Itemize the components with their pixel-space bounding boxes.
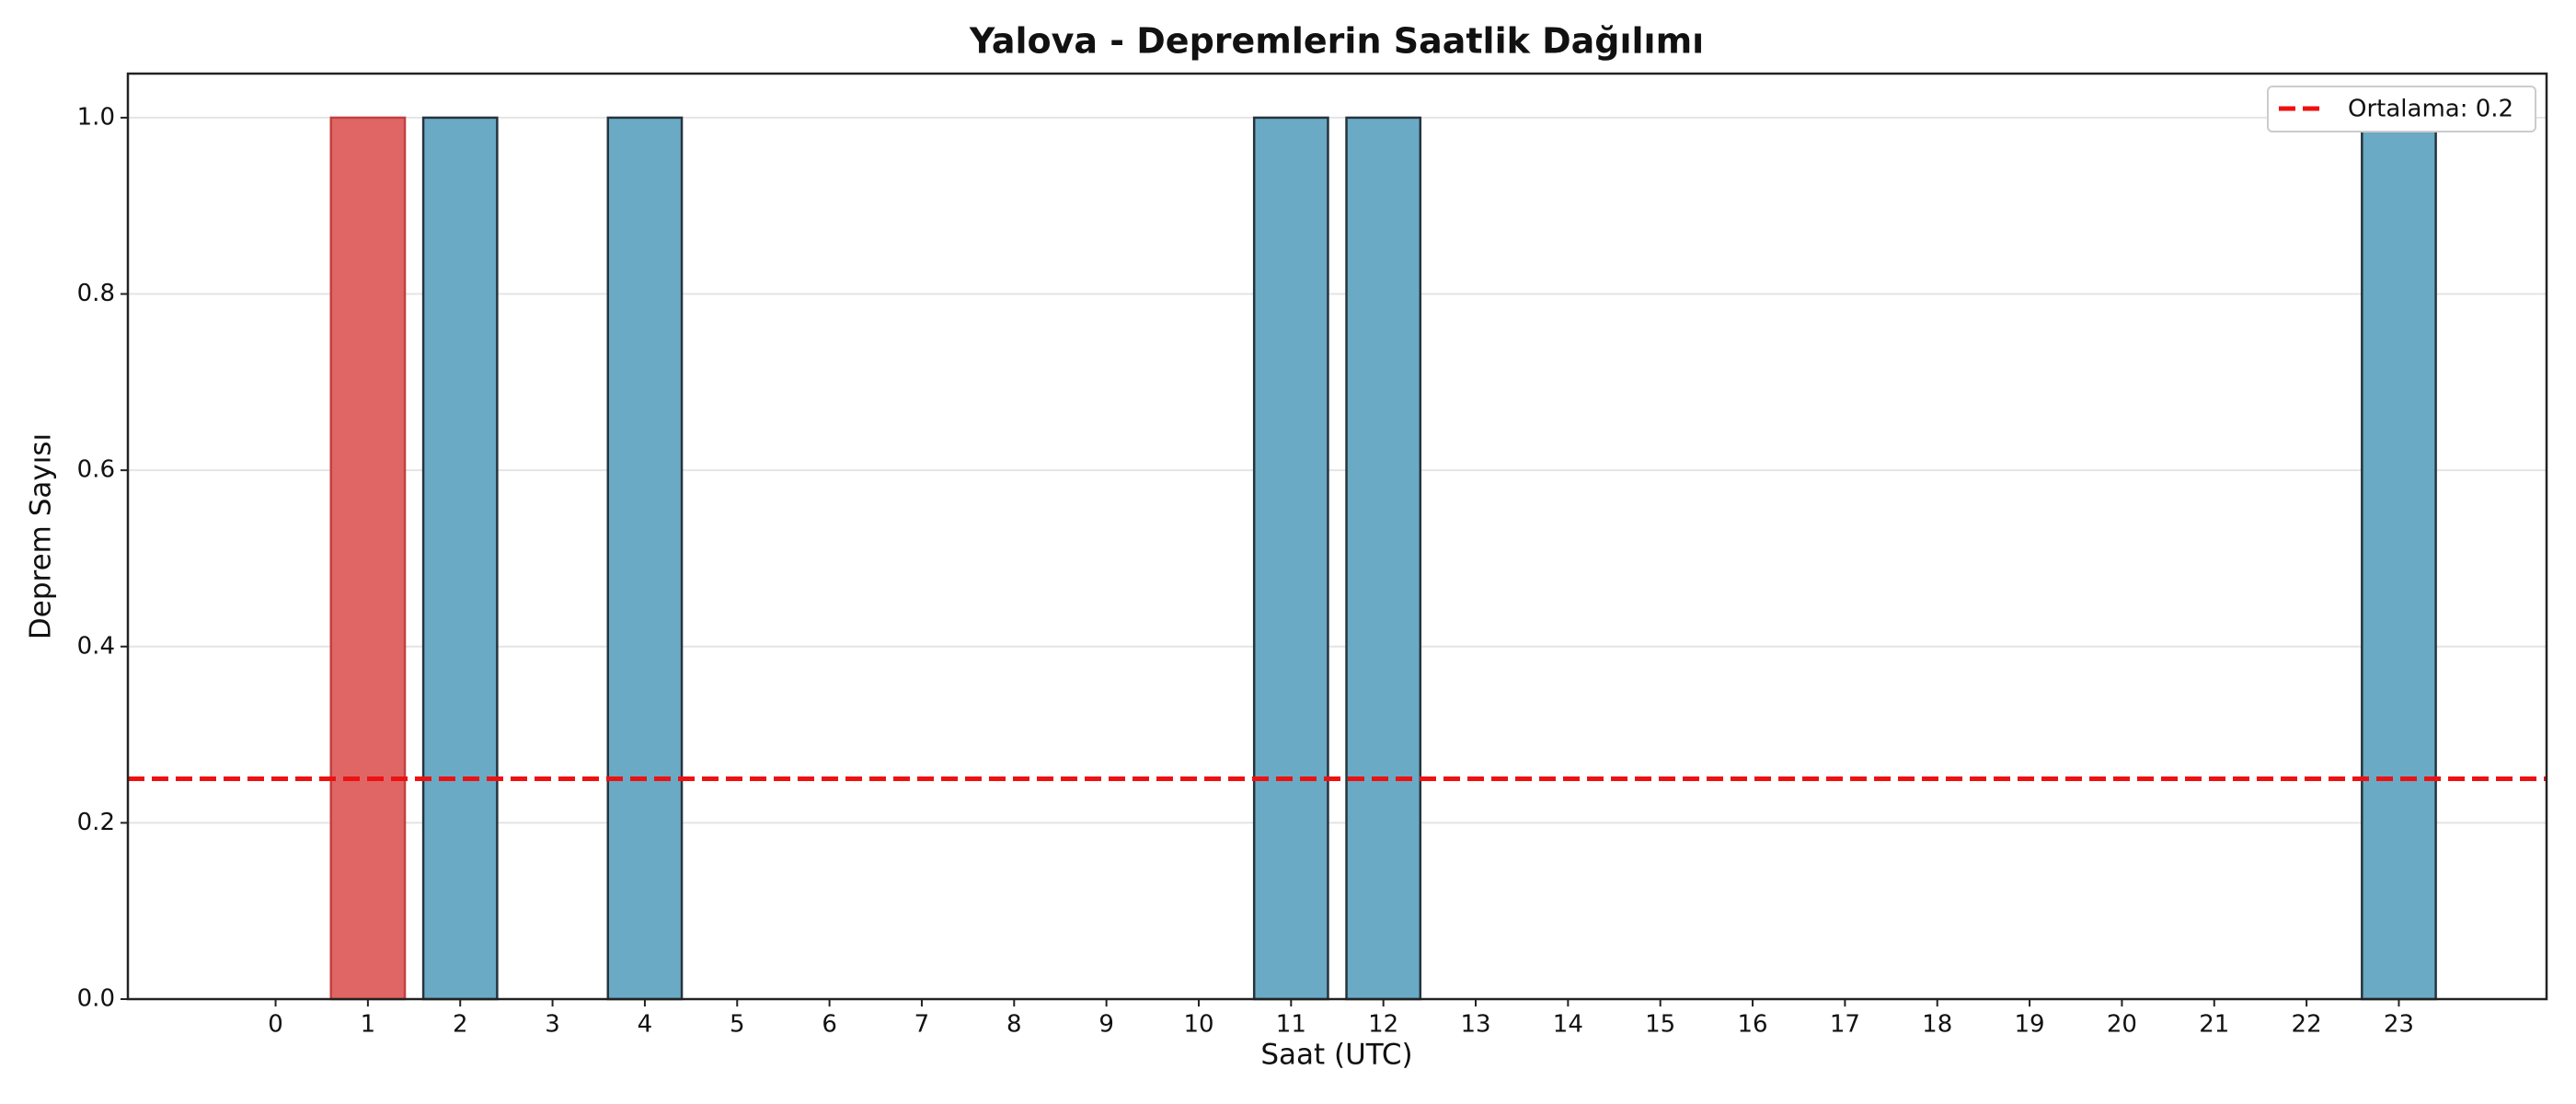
legend-box bbox=[2267, 86, 2536, 132]
x-tick-label: 18 bbox=[1922, 1011, 1952, 1039]
y-tick-label: 0.8 bbox=[77, 280, 115, 307]
bar bbox=[329, 116, 407, 1001]
y-tick-label: 0.4 bbox=[77, 632, 115, 660]
x-tick-label: 6 bbox=[822, 1011, 837, 1039]
x-tick-label: 11 bbox=[1276, 1011, 1306, 1039]
x-tick-label: 15 bbox=[1645, 1011, 1675, 1039]
x-tick-label: 23 bbox=[2384, 1011, 2414, 1039]
x-tick-label: 17 bbox=[1830, 1011, 1860, 1039]
x-axis-label: Saat (UTC) bbox=[1260, 1039, 1412, 1072]
y-axis-label: Deprem Sayısı bbox=[25, 433, 58, 639]
x-tick-label: 2 bbox=[453, 1011, 468, 1039]
bar bbox=[606, 116, 684, 1001]
x-tick-label: 7 bbox=[914, 1011, 930, 1039]
x-tick-label: 16 bbox=[1737, 1011, 1767, 1039]
x-tick-label: 19 bbox=[2015, 1011, 2045, 1039]
y-tick-label: 0.6 bbox=[77, 456, 115, 484]
x-tick-label: 14 bbox=[1553, 1011, 1583, 1039]
x-tick-label: 0 bbox=[268, 1011, 283, 1039]
x-tick-label: 12 bbox=[1368, 1011, 1398, 1039]
x-tick-label: 8 bbox=[1006, 1011, 1022, 1039]
x-tick-label: 22 bbox=[2292, 1011, 2322, 1039]
x-tick-label: 13 bbox=[1460, 1011, 1490, 1039]
x-tick-label: 3 bbox=[545, 1011, 560, 1039]
bar bbox=[2361, 116, 2437, 1001]
legend-label: Ortalama: 0.2 bbox=[2348, 96, 2513, 123]
x-tick-label: 21 bbox=[2199, 1011, 2229, 1039]
axes-frame bbox=[126, 72, 2548, 1001]
y-tick-label: 0.2 bbox=[77, 809, 115, 836]
x-tick-label: 20 bbox=[2107, 1011, 2137, 1039]
bar bbox=[1345, 116, 1422, 1001]
bar bbox=[1252, 116, 1329, 1001]
x-tick-label: 9 bbox=[1098, 1011, 1114, 1039]
x-tick-label: 5 bbox=[730, 1011, 745, 1039]
bar bbox=[421, 116, 499, 1001]
y-tick-label: 1.0 bbox=[77, 103, 115, 131]
y-tick-label: 0.0 bbox=[77, 985, 115, 1013]
x-tick-label: 4 bbox=[638, 1011, 653, 1039]
chart-title: Yalova - Depremlerin Saatlik Dağılımı bbox=[969, 21, 1704, 62]
x-tick-label: 10 bbox=[1183, 1011, 1213, 1039]
x-tick-label: 1 bbox=[361, 1011, 376, 1039]
